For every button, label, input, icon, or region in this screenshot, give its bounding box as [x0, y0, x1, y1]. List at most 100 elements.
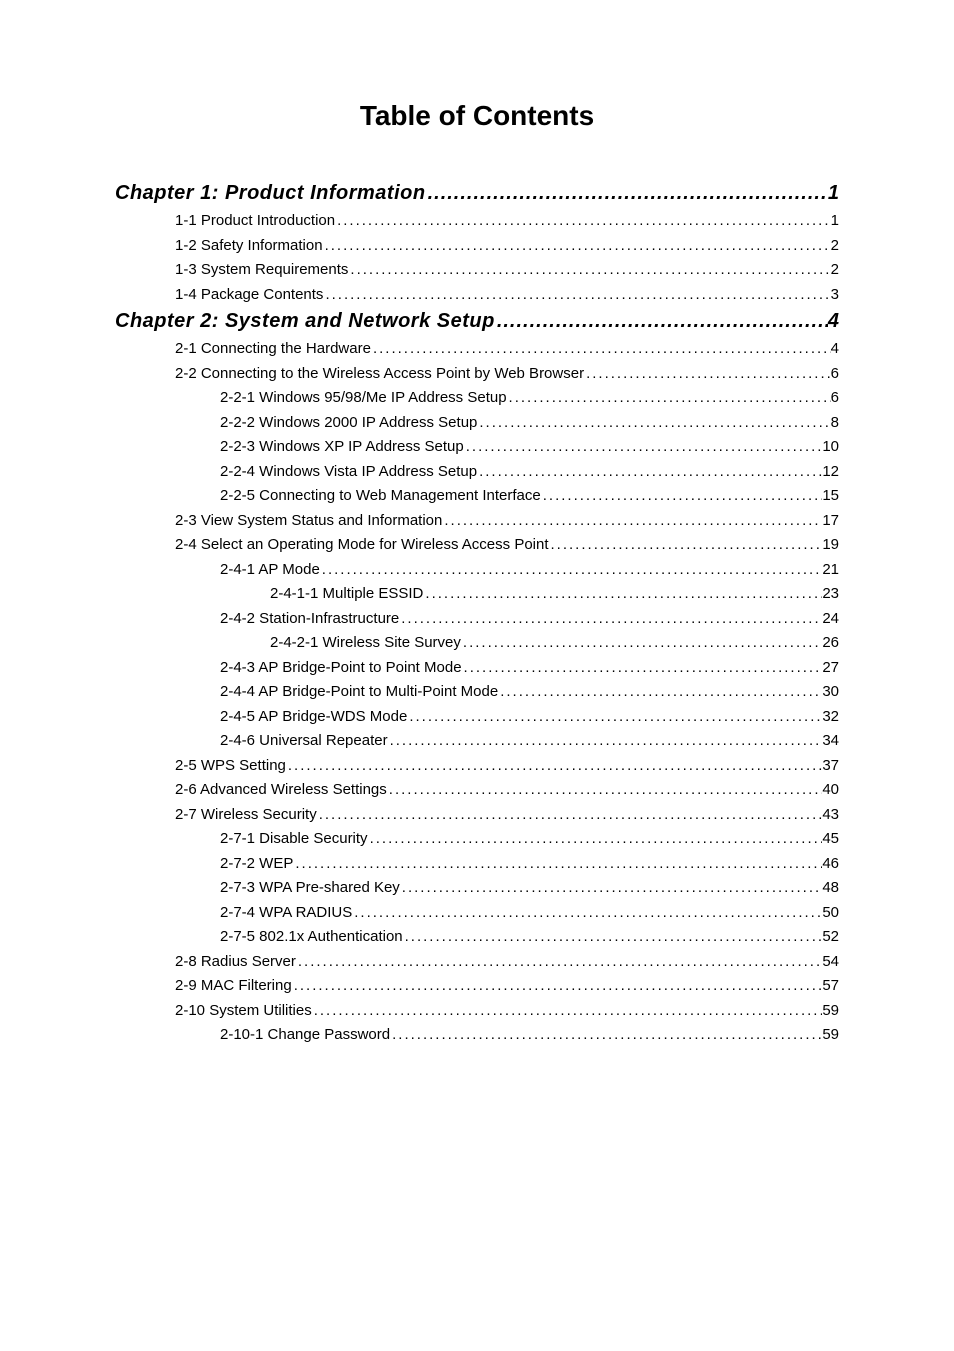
toc-entry[interactable]: 2-2-2 Windows 2000 IP Address Setup.....…	[115, 414, 839, 431]
toc-entry[interactable]: 2-7-1 Disable Security..................…	[115, 830, 839, 847]
toc-entry[interactable]: 2-2-1 Windows 95/98/Me IP Address Setup.…	[115, 389, 839, 406]
toc-page-number: 40	[822, 781, 839, 798]
toc-entry[interactable]: 2-10-1 Change Password..................…	[115, 1026, 839, 1043]
toc-label: 1-2 Safety Information	[175, 237, 323, 254]
toc-page-number: 57	[822, 977, 839, 994]
toc-entry[interactable]: 2-9 MAC Filtering.......................…	[115, 977, 839, 994]
toc-entry[interactable]: 1-2 Safety Information..................…	[115, 237, 839, 254]
toc-page-number: 32	[822, 708, 839, 725]
toc-page-number: 23	[822, 585, 839, 602]
toc-label: 2-4-1 AP Mode	[220, 561, 320, 578]
toc-label: 2-4 Select an Operating Mode for Wireles…	[175, 536, 549, 553]
toc-page-number: 1	[828, 182, 839, 205]
toc-page-number: 3	[831, 286, 839, 303]
dot-leader: ........................................…	[549, 536, 823, 553]
toc-label: Chapter 1: Product Information	[115, 182, 426, 205]
toc-label: 2-7-2 WEP	[220, 855, 293, 872]
toc-entry[interactable]: 2-6 Advanced Wireless Settings..........…	[115, 781, 839, 798]
toc-label: 2-4-5 AP Bridge-WDS Mode	[220, 708, 407, 725]
toc-entry[interactable]: 2-1 Connecting the Hardware.............…	[115, 340, 839, 357]
page-title: Table of Contents	[115, 100, 839, 132]
toc-entry[interactable]: 2-2 Connecting to the Wireless Access Po…	[115, 365, 839, 382]
toc-label: 2-10-1 Change Password	[220, 1026, 390, 1043]
toc-page-number: 21	[822, 561, 839, 578]
toc-entry[interactable]: 2-5 WPS Setting.........................…	[115, 757, 839, 774]
toc-entry[interactable]: 2-4-4 AP Bridge-Point to Multi-Point Mod…	[115, 683, 839, 700]
toc-entry[interactable]: 1-1 Product Introduction................…	[115, 212, 839, 229]
dot-leader: ........................................…	[352, 904, 822, 921]
toc-page-number: 15	[822, 487, 839, 504]
toc-page-number: 50	[822, 904, 839, 921]
toc-page-number: 59	[822, 1002, 839, 1019]
dot-leader: ........................................…	[296, 953, 822, 970]
toc-entry[interactable]: 2-7-5 802.1x Authentication.............…	[115, 928, 839, 945]
toc-entry[interactable]: 2-7 Wireless Security...................…	[115, 806, 839, 823]
toc-page-number: 10	[822, 438, 839, 455]
toc-label: 2-1 Connecting the Hardware	[175, 340, 371, 357]
toc-page-number: 45	[822, 830, 839, 847]
toc-entry[interactable]: 2-4-2-1 Wireless Site Survey............…	[115, 634, 839, 651]
toc-entry[interactable]: 2-8 Radius Server.......................…	[115, 953, 839, 970]
dot-leader: ........................................…	[286, 757, 822, 774]
toc-entry[interactable]: 1-3 System Requirements.................…	[115, 261, 839, 278]
dot-leader: ........................................…	[477, 414, 830, 431]
dot-leader: ........................................…	[335, 212, 831, 229]
toc-entry[interactable]: 2-2-5 Connecting to Web Management Inter…	[115, 487, 839, 504]
toc-label: 2-4-2 Station-Infrastructure	[220, 610, 399, 627]
toc-label: 2-7 Wireless Security	[175, 806, 317, 823]
toc-page-number: 4	[831, 340, 839, 357]
dot-leader: ........................................…	[293, 855, 822, 872]
toc-page-number: 34	[822, 732, 839, 749]
toc-chapter[interactable]: Chapter 1: Product Information..........…	[115, 182, 839, 205]
toc-entry[interactable]: 2-4-2 Station-Infrastructure............…	[115, 610, 839, 627]
dot-leader: ........................................…	[371, 340, 831, 357]
toc-label: 2-2 Connecting to the Wireless Access Po…	[175, 365, 584, 382]
toc-entry[interactable]: 2-2-3 Windows XP IP Address Setup.......…	[115, 438, 839, 455]
toc-label: 1-3 System Requirements	[175, 261, 348, 278]
toc-entry[interactable]: 2-2-4 Windows Vista IP Address Setup....…	[115, 463, 839, 480]
toc-label: Chapter 2: System and Network Setup	[115, 310, 495, 333]
dot-leader: ........................................…	[323, 286, 830, 303]
dot-leader: ........................................…	[495, 310, 828, 333]
toc-label: 2-2-2 Windows 2000 IP Address Setup	[220, 414, 477, 431]
dot-leader: ........................................…	[477, 463, 822, 480]
toc-entry[interactable]: 2-4-1-1 Multiple ESSID..................…	[115, 585, 839, 602]
toc-entry[interactable]: 2-7-3 WPA Pre-shared Key................…	[115, 879, 839, 896]
toc-entry[interactable]: 2-4-3 AP Bridge-Point to Point Mode.....…	[115, 659, 839, 676]
toc-page-number: 30	[822, 683, 839, 700]
toc-label: 1-1 Product Introduction	[175, 212, 335, 229]
toc-label: 1-4 Package Contents	[175, 286, 323, 303]
dot-leader: ........................................…	[387, 781, 823, 798]
toc-page-number: 26	[822, 634, 839, 651]
toc-entry[interactable]: 2-4 Select an Operating Mode for Wireles…	[115, 536, 839, 553]
dot-leader: ........................................…	[426, 182, 828, 205]
dot-leader: ........................................…	[464, 438, 823, 455]
toc-entry[interactable]: 2-3 View System Status and Information..…	[115, 512, 839, 529]
dot-leader: ........................................…	[584, 365, 831, 382]
toc-entry[interactable]: 2-10 System Utilities...................…	[115, 1002, 839, 1019]
toc-label: 2-7-3 WPA Pre-shared Key	[220, 879, 400, 896]
toc-page-number: 37	[822, 757, 839, 774]
dot-leader: ........................................…	[403, 928, 823, 945]
toc-page-number: 19	[822, 536, 839, 553]
toc-label: 2-3 View System Status and Information	[175, 512, 442, 529]
toc-page-number: 8	[831, 414, 839, 431]
dot-leader: ........................................…	[407, 708, 822, 725]
toc-entry[interactable]: 1-4 Package Contents....................…	[115, 286, 839, 303]
toc-entry[interactable]: 2-4-1 AP Mode...........................…	[115, 561, 839, 578]
toc-page-number: 54	[822, 953, 839, 970]
dot-leader: ........................................…	[423, 585, 822, 602]
dot-leader: ........................................…	[312, 1002, 823, 1019]
toc-entry[interactable]: 2-7-4 WPA RADIUS........................…	[115, 904, 839, 921]
toc-entry[interactable]: 2-7-2 WEP...............................…	[115, 855, 839, 872]
toc-chapter[interactable]: Chapter 2: System and Network Setup.....…	[115, 310, 839, 333]
toc-label: 2-9 MAC Filtering	[175, 977, 292, 994]
toc-label: 2-6 Advanced Wireless Settings	[175, 781, 387, 798]
toc-label: 2-7-5 802.1x Authentication	[220, 928, 403, 945]
dot-leader: ........................................…	[399, 610, 822, 627]
toc-label: 2-2-1 Windows 95/98/Me IP Address Setup	[220, 389, 507, 406]
toc-label: 2-4-6 Universal Repeater	[220, 732, 388, 749]
dot-leader: ........................................…	[442, 512, 822, 529]
toc-entry[interactable]: 2-4-6 Universal Repeater................…	[115, 732, 839, 749]
toc-entry[interactable]: 2-4-5 AP Bridge-WDS Mode................…	[115, 708, 839, 725]
